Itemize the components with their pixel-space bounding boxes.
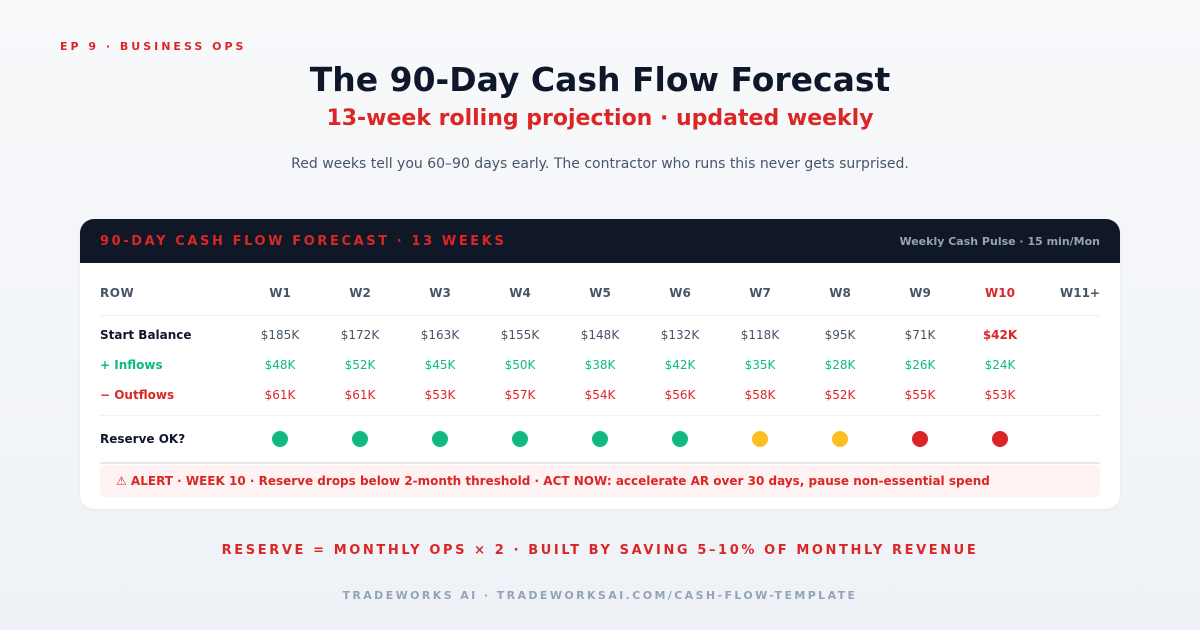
status-dot-icon [512,431,528,447]
inflows-label: + Inflows [100,358,163,372]
outflows-cell: $61K [264,388,296,402]
inflows-cell: $38K [584,358,616,372]
tagline: Red weeks tell you 60–90 days early. The… [291,156,909,172]
footer-link[interactable]: TRADEWORKS AI · TRADEWORKSAI.COM/CASH-FL… [342,589,858,602]
status-dot-icon [672,431,688,447]
inflows-cell: $28K [824,358,856,372]
week-header: W8 [829,286,851,300]
outflows-cell: $57K [504,388,536,402]
outflows-cell: $53K [424,388,456,402]
start-balance-cell-alert: $42K [982,328,1018,342]
status-dot-icon [912,431,928,447]
start-balance-cell: $118K [740,328,780,342]
week-header: W6 [669,286,691,300]
week-header: W1 [269,286,291,300]
start-balance-cell: $172K [340,328,380,342]
outflows-cell: $56K [664,388,696,402]
week-header: W9 [909,286,931,300]
table-row-inflows: + Inflows $48K $52K $45K $50K $38K $42K … [100,350,1100,380]
table-divider [100,315,1100,316]
week-header: W5 [589,286,611,300]
row-header-label: ROW [100,286,135,300]
inflows-cell: $35K [744,358,776,372]
week-header: W7 [749,286,771,300]
start-balance-cell: $148K [580,328,620,342]
start-balance-cell: $132K [660,328,700,342]
reserve-cell [800,431,880,447]
inflows-cell: $50K [504,358,536,372]
page-title: The 90-Day Cash Flow Forecast [309,60,891,99]
outflows-cell: $61K [344,388,376,402]
episode-label: EP 9 · BUSINESS OPS [60,40,247,53]
status-dot-icon [352,431,368,447]
week-header-alert: W10 [985,286,1015,300]
week-header: W4 [509,286,531,300]
outflows-label: − Outflows [100,388,175,402]
start-balance-cell: $163K [420,328,460,342]
reserve-cell [640,431,720,447]
reserve-cell [560,431,640,447]
start-balance-cell: $95K [824,328,856,342]
table-bottom-divider [100,462,1100,464]
status-dot-icon [592,431,608,447]
week-header-extra: W11+ [1060,286,1100,300]
forecast-card: 90-DAY CASH FLOW FORECAST · 13 WEEKS Wee… [80,219,1120,509]
table-row-outflows: − Outflows $61K $61K $53K $57K $54K $56K… [100,380,1100,410]
status-dot-icon [752,431,768,447]
table-divider [100,415,1100,416]
week-header: W3 [429,286,451,300]
outflows-cell: $52K [824,388,856,402]
table-row-start-balance: Start Balance $185K $172K $163K $155K $1… [100,320,1100,350]
reserve-cell [240,431,320,447]
reserve-cell [720,431,800,447]
start-balance-cell: $71K [904,328,936,342]
inflows-cell: $45K [424,358,456,372]
status-dot-icon [432,431,448,447]
inflows-cell: $42K [664,358,696,372]
forecast-card-meta: Weekly Cash Pulse · 15 min/Mon [899,234,1100,248]
table-header-row: ROW W1 W2 W3 W4 W5 W6 W7 W8 W9 W10 W11+ [100,263,1100,315]
inflows-cell: $24K [984,358,1016,372]
forecast-card-header: 90-DAY CASH FLOW FORECAST · 13 WEEKS Wee… [80,219,1120,263]
reserve-cell [400,431,480,447]
status-dot-icon [832,431,848,447]
page-subtitle: 13-week rolling projection · updated wee… [326,106,874,131]
reserve-cell [880,431,960,447]
status-dot-icon [272,431,288,447]
reserve-label: Reserve OK? [100,432,186,446]
reserve-cell [960,431,1040,447]
reserve-cell [480,431,560,447]
start-balance-cell: $155K [500,328,540,342]
week-header: W2 [349,286,371,300]
inflows-cell: $26K [904,358,936,372]
outflows-cell: $54K [584,388,616,402]
forecast-table: ROW W1 W2 W3 W4 W5 W6 W7 W8 W9 W10 W11+ … [100,263,1100,464]
alert-banner: ⚠ ALERT · WEEK 10 · Reserve drops below … [100,465,1100,497]
start-balance-cell: $185K [260,328,300,342]
outflows-cell: $53K [984,388,1016,402]
reserve-formula: RESERVE = MONTHLY OPS × 2 · BUILT BY SAV… [221,543,979,558]
table-row-reserve: Reserve OK? [100,416,1100,462]
alert-text: ⚠ ALERT · WEEK 10 · Reserve drops below … [116,474,990,488]
inflows-cell: $52K [344,358,376,372]
forecast-card-title: 90-DAY CASH FLOW FORECAST · 13 WEEKS [100,233,507,249]
status-dot-icon [992,431,1008,447]
inflows-cell: $48K [264,358,296,372]
outflows-cell: $58K [744,388,776,402]
reserve-cell [320,431,400,447]
outflows-cell: $55K [904,388,936,402]
start-balance-label: Start Balance [100,328,192,342]
